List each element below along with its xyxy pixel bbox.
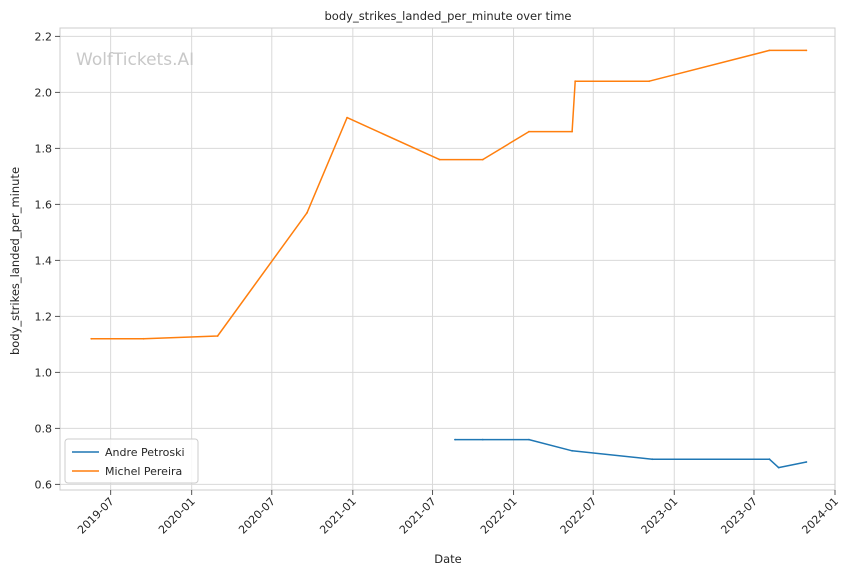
y-tick-label: 1.0 <box>35 366 53 379</box>
series-line-andre-petroski <box>455 438 807 469</box>
data-point-andre-petroski <box>651 458 654 461</box>
legend-box <box>64 438 199 484</box>
legend-label-andre-petroski: Andre Petroski <box>105 446 185 459</box>
data-point-michel-pereira <box>574 80 577 83</box>
y-tick-label: 2.0 <box>35 86 53 99</box>
data-point-andre-petroski <box>528 438 530 441</box>
data-point-michel-pereira <box>481 158 484 161</box>
y-tick-label: 1.2 <box>35 310 53 323</box>
data-point-andre-petroski <box>805 461 808 463</box>
data-point-andre-petroski <box>481 438 484 441</box>
data-point-michel-pereira <box>306 211 308 214</box>
series-layer <box>90 49 808 469</box>
y-tick-label: 1.8 <box>35 142 53 155</box>
x-axis-label: Date <box>434 552 462 566</box>
data-point-michel-pereira <box>648 80 651 83</box>
data-point-michel-pereira <box>90 337 93 340</box>
data-point-michel-pereira <box>768 49 771 52</box>
y-tick-label: 1.6 <box>35 198 53 211</box>
watermark: WolfTickets.AI <box>76 50 194 70</box>
data-point-michel-pereira <box>805 49 808 52</box>
data-point-michel-pereira <box>142 337 145 340</box>
data-point-andre-petroski <box>777 466 780 469</box>
legend: Andre Petroski Michel Pereira <box>64 438 199 484</box>
y-tick-label: 0.6 <box>35 478 53 491</box>
y-axis-label: body_strikes_landed_per_minute <box>8 167 22 355</box>
data-point-michel-pereira <box>571 130 574 133</box>
y-tick-label: 1.4 <box>35 254 53 267</box>
data-point-michel-pereira <box>346 116 349 119</box>
y-tick-label: 0.8 <box>35 422 53 435</box>
y-tick-label: 2.2 <box>35 30 53 43</box>
data-point-michel-pereira <box>438 158 441 161</box>
legend-label-michel-pereira: Michel Pereira <box>105 465 182 478</box>
data-point-andre-petroski <box>768 458 771 461</box>
chart-title: body_strikes_landed_per_minute over time <box>325 9 572 23</box>
data-point-andre-petroski <box>571 449 574 452</box>
y-axis-ticks: 0.6 0.8 1.0 1.2 1.4 1.6 1.8 2.0 2.2 <box>35 30 60 491</box>
data-point-michel-pereira <box>528 130 530 133</box>
data-point-andre-petroski <box>454 438 456 441</box>
data-point-michel-pereira <box>216 335 219 337</box>
plot-frame <box>59 27 836 491</box>
